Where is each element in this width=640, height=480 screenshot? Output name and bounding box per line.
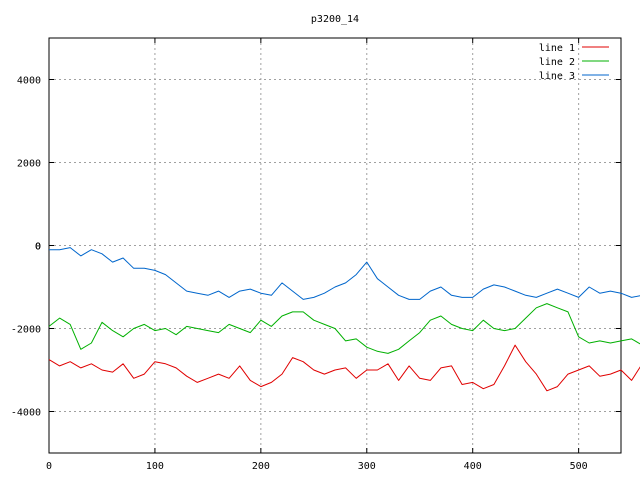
x-tick-label: 200 bbox=[252, 461, 270, 472]
y-tick-label: 4000 bbox=[17, 76, 41, 87]
x-tick-label: 100 bbox=[146, 461, 164, 472]
grid bbox=[49, 38, 621, 453]
x-tick-label: 400 bbox=[464, 461, 482, 472]
y-tick-label: 0 bbox=[35, 242, 41, 253]
legend: line 1 line 2 line 3 bbox=[539, 43, 609, 82]
series-line-2 bbox=[48, 303, 640, 354]
legend-label-2: line 2 bbox=[539, 57, 575, 68]
chart-title: p3200_14 bbox=[311, 14, 359, 25]
legend-label-3: line 3 bbox=[539, 71, 575, 82]
series-group bbox=[48, 247, 640, 392]
x-tick-label: 300 bbox=[358, 461, 376, 472]
series-line-1 bbox=[48, 344, 640, 392]
y-tick-label: -2000 bbox=[11, 325, 41, 336]
x-tick-label: 0 bbox=[46, 461, 52, 472]
series-line-3 bbox=[49, 247, 640, 300]
legend-label-1: line 1 bbox=[539, 43, 575, 54]
y-tick-label: 2000 bbox=[17, 159, 41, 170]
y-tick-label: 0 bbox=[35, 242, 41, 253]
x-tick-label: 500 bbox=[570, 461, 588, 472]
y-tick-label: -4000 bbox=[11, 408, 41, 419]
